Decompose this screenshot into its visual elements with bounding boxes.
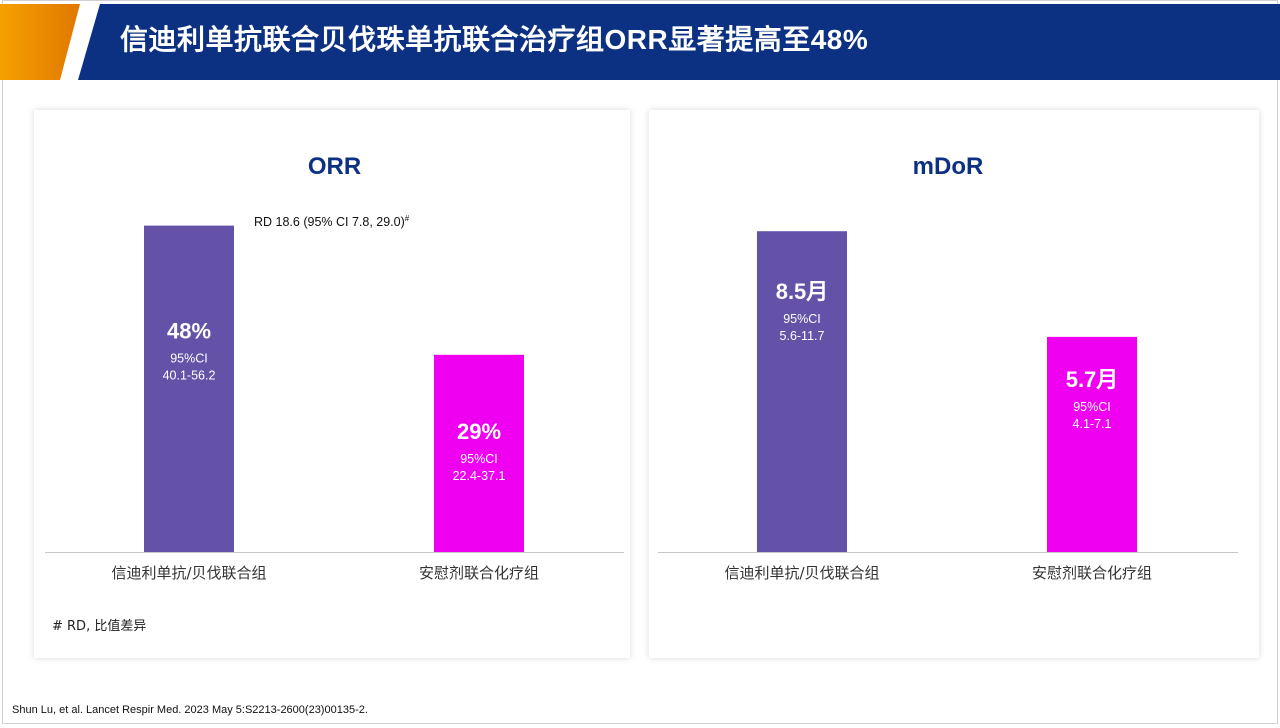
page-title: 信迪利单抗联合贝伐珠单抗联合治疗组ORR显著提高至48% [120,24,869,55]
category-label-1: 信迪利单抗/贝伐联合组 [111,564,266,582]
rd-annotation-mark: # [404,214,410,223]
bar-value-label-2: 29% [457,419,501,444]
mdor-panel: mDoR 8.5月 95%CI 5.6-11.7 信迪利单抗/贝伐联合组 5.7月 95%C… [649,110,1259,658]
bar-ci-label-1: 95%CI [783,312,821,326]
category-label-2: 安慰剂联合化疗组 [419,564,539,582]
orr-panel: ORR 48% 95%CI 40.1-56.2 信迪利单抗/贝伐联合组 29% 95%CI 2… [34,110,630,658]
header-banner: 信迪利单抗联合贝伐珠单抗联合治疗组ORR显著提高至48% [0,4,1280,80]
category-label-2: 安慰剂联合化疗组 [1032,564,1152,582]
footnote: # RD, 比值差异 [52,619,147,634]
category-label-1: 信迪利单抗/贝伐联合组 [724,564,879,582]
bar-value-label-1: 48% [167,319,211,344]
chart-title: mDoR [913,153,984,180]
rd-annotation: RD 18.6 (95% CI 7.8, 29.0)# [254,214,409,229]
orr-chart: ORR 48% 95%CI 40.1-56.2 信迪利单抗/贝伐联合组 29% 95%CI 2… [45,153,624,582]
navy-band [78,4,1280,80]
chart-title: ORR [308,153,361,180]
mdor-chart: mDoR 8.5月 95%CI 5.6-11.7 信迪利单抗/贝伐联合组 5.7月 95%C… [658,153,1238,582]
bar-2 [434,354,524,552]
bar-ci-range-2: 4.1-7.1 [1073,417,1112,431]
bar-ci-range-1: 5.6-11.7 [780,329,825,343]
header-graphic [0,4,1280,80]
rd-annotation-text: RD 18.6 (95% CI 7.8, 29.0) [254,215,405,230]
bar-ci-range-1: 40.1-56.2 [163,369,216,383]
citation: Shun Lu, et al. Lancet Respir Med. 2023 … [12,704,368,716]
bar-ci-label-1: 95%CI [170,352,208,366]
bar-2 [1047,336,1137,552]
bar-1 [144,225,234,552]
bar-value-label-1: 8.5月 [776,279,829,304]
bar-ci-label-2: 95%CI [460,452,498,466]
bar-ci-label-2: 95%CI [1073,400,1111,414]
bar-ci-range-2: 22.4-37.1 [453,469,506,483]
bar-1 [757,231,847,552]
orange-accent [0,4,80,80]
bar-value-label-2: 5.7月 [1066,367,1119,392]
